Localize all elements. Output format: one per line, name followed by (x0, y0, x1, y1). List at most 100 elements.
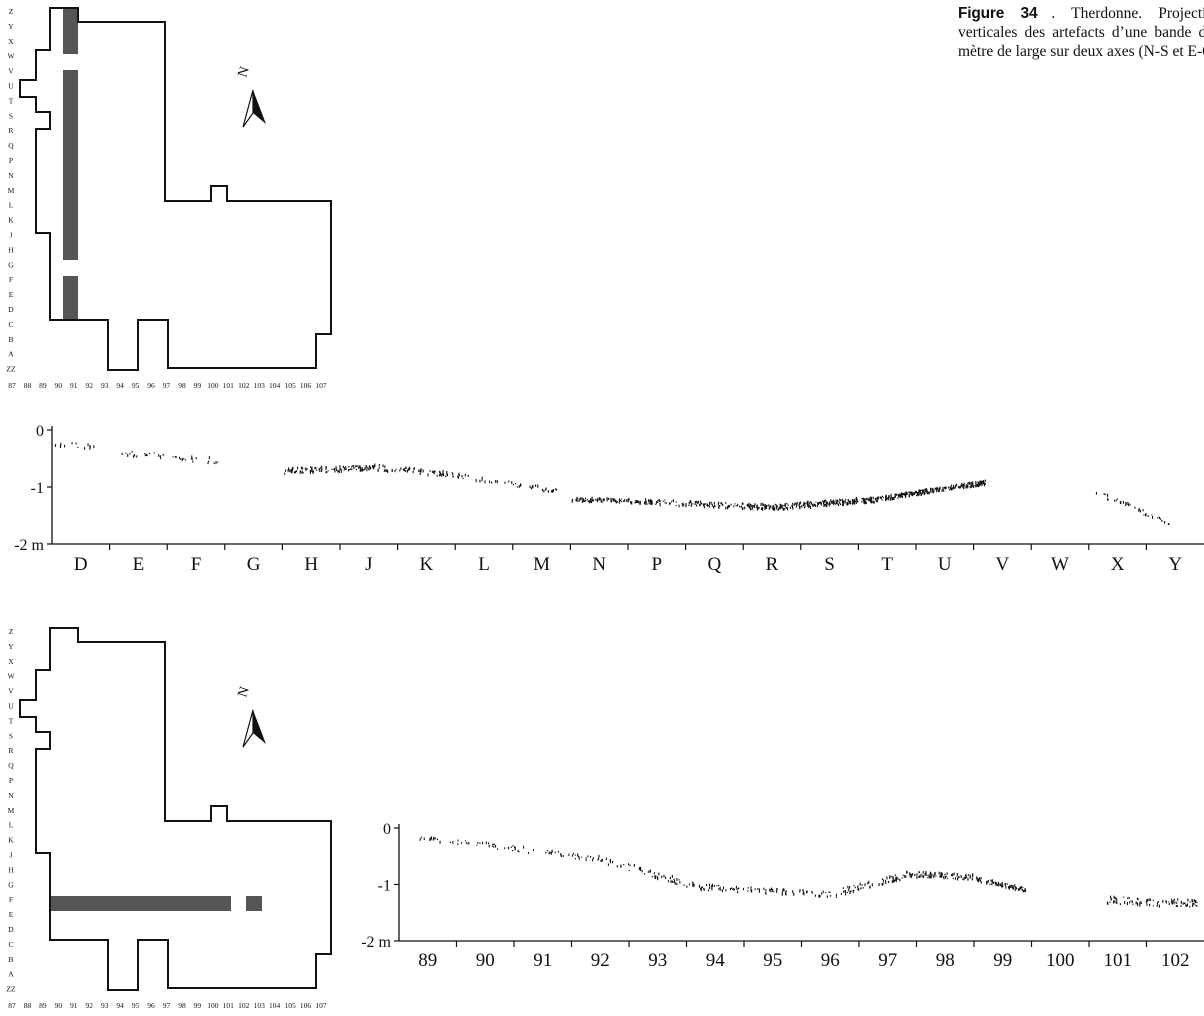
grid-column-label: 103 (254, 381, 266, 390)
artefact-point (1182, 902, 1184, 905)
artefact-point (678, 504, 680, 508)
artefact-point (765, 889, 767, 892)
artefact-point (75, 442, 77, 445)
artefact-point (457, 843, 459, 845)
artefact-point (944, 487, 946, 490)
artefact-point (1171, 901, 1173, 905)
artefact-point (785, 893, 787, 896)
artefact-point (885, 495, 887, 498)
artefact-point (452, 472, 454, 475)
artefact-point (479, 479, 481, 483)
grid-column-label: 97 (163, 1001, 171, 1010)
artefact-point (896, 876, 898, 880)
artefact-point (319, 469, 321, 473)
artefact-point (690, 504, 692, 507)
artefact-point (648, 499, 650, 502)
artefact-point (925, 871, 927, 874)
artefact-point (493, 843, 495, 846)
artefact-point (750, 888, 752, 892)
grid-column-label: 90 (55, 381, 63, 390)
artefact-point (597, 859, 599, 861)
artefact-point (694, 503, 696, 506)
artefact-point (898, 878, 900, 880)
artefact-point (348, 469, 350, 472)
grid-row-label: W (7, 52, 15, 61)
artefact-point (932, 488, 934, 490)
artefact-point (700, 502, 702, 506)
artefact-point (1176, 902, 1178, 904)
artefact-point (781, 891, 783, 893)
artefact-point (865, 498, 867, 500)
artefact-point (991, 882, 993, 886)
artefact-point (970, 485, 972, 488)
artefact-point (753, 505, 755, 508)
artefact-point (325, 468, 327, 470)
artefact-point (725, 502, 727, 504)
artefact-point (748, 502, 750, 506)
artefact-point (931, 873, 933, 877)
artefact-point (614, 499, 616, 503)
site-outline (19, 627, 332, 991)
artefact-point (982, 480, 984, 484)
artefact-point (436, 474, 438, 477)
artefact-point (400, 467, 402, 470)
artefact-point-cluster (600, 857, 695, 888)
artefact-point (899, 493, 901, 497)
x-tick-label: 101 (1104, 950, 1133, 971)
artefact-point (133, 455, 135, 458)
artefact-point (898, 494, 900, 497)
artefact-point (630, 502, 632, 505)
artefact-point (153, 452, 155, 454)
artefact-point (284, 472, 286, 475)
artefact-point (1127, 501, 1129, 505)
artefact-point (878, 883, 880, 886)
artefact-point (598, 854, 600, 858)
artefact-point (906, 492, 908, 495)
grid-column-label: 91 (70, 381, 78, 390)
artefact-point (870, 496, 872, 500)
artefact-point (1145, 513, 1147, 516)
artefact-point (1015, 886, 1017, 889)
artefact-point (885, 879, 887, 883)
artefact-point (957, 877, 959, 881)
artefact-point (890, 496, 892, 498)
artefact-point (932, 490, 934, 492)
artefact-point (939, 487, 941, 490)
artefact-point (662, 500, 664, 502)
artefact-point (874, 498, 876, 501)
artefact-point (592, 857, 594, 860)
artefact-point (791, 505, 793, 508)
artefact-point (923, 875, 925, 878)
artefact-point (355, 465, 357, 468)
artefact-point (600, 499, 602, 503)
artefact-point (445, 475, 447, 478)
artefact-point (999, 883, 1001, 887)
grid-row-label: T (9, 96, 14, 105)
artefact-point (808, 505, 810, 507)
artefact-point (720, 889, 722, 891)
artefact-point (644, 501, 646, 505)
artefact-point (702, 503, 704, 507)
artefact-point (207, 461, 209, 465)
x-tick-label: D (74, 554, 88, 575)
artefact-point (938, 489, 940, 492)
artefact-point (285, 469, 287, 472)
grid-row-label: D (8, 305, 14, 314)
artefact-point (466, 842, 468, 845)
artefact-point (943, 876, 945, 880)
grid-row-label: P (9, 156, 13, 165)
x-tick-label: V (996, 554, 1010, 575)
artefact-point (1146, 898, 1148, 902)
artefact-point (436, 838, 438, 841)
artefact-point (721, 889, 723, 893)
artefact-point (769, 888, 771, 892)
artefact-point (1191, 899, 1193, 903)
artefact-point (828, 891, 830, 893)
artefact-point (635, 501, 637, 504)
artefact-point (713, 502, 715, 505)
x-tick-label: 96 (821, 950, 840, 971)
artefact-point (336, 468, 338, 472)
artefact-point (295, 470, 297, 473)
artefact-point (746, 504, 748, 507)
artefact-point (885, 496, 887, 499)
